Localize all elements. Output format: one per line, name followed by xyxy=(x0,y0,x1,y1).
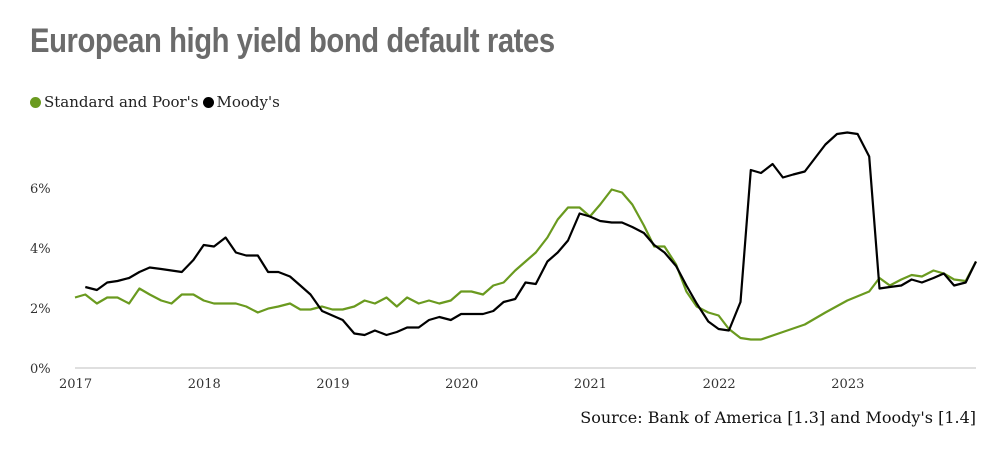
legend-dot-moodys xyxy=(202,96,214,108)
legend-item-sp: Standard and Poor's xyxy=(30,93,199,111)
source-note: Source: Bank of America [1.3] and Moody'… xyxy=(580,408,976,427)
x-tick-label: 2022 xyxy=(703,377,736,392)
legend-label-moodys: Moody's xyxy=(216,93,280,111)
y-tick-label: 4% xyxy=(30,242,51,257)
legend-label-sp: Standard and Poor's xyxy=(44,93,199,111)
chart-lines xyxy=(74,131,977,341)
x-tick-label: 2019 xyxy=(316,377,349,392)
x-tick-label: 2023 xyxy=(831,377,864,392)
x-tick-label: 2018 xyxy=(188,377,221,392)
legend-dot-sp xyxy=(30,96,41,108)
x-tick-label: 2021 xyxy=(574,377,607,392)
y-tick-label: 0% xyxy=(30,362,51,377)
y-tick-label: 2% xyxy=(30,302,51,317)
x-tick-label: 2020 xyxy=(445,377,478,392)
legend: Standard and Poor's Moody's xyxy=(30,93,284,111)
x-tick-label: 2017 xyxy=(59,377,92,392)
chart-axes: 0% 2% 4% 6% 2017 2018 2019 2020 2021 2022 2023 xyxy=(30,182,976,392)
chart-title: European high yield bond default rates xyxy=(30,22,555,60)
series-line-sp xyxy=(74,188,977,341)
series-line-moodys xyxy=(85,131,977,337)
y-tick-label: 6% xyxy=(30,182,51,197)
legend-item-moodys: Moody's xyxy=(202,93,280,111)
